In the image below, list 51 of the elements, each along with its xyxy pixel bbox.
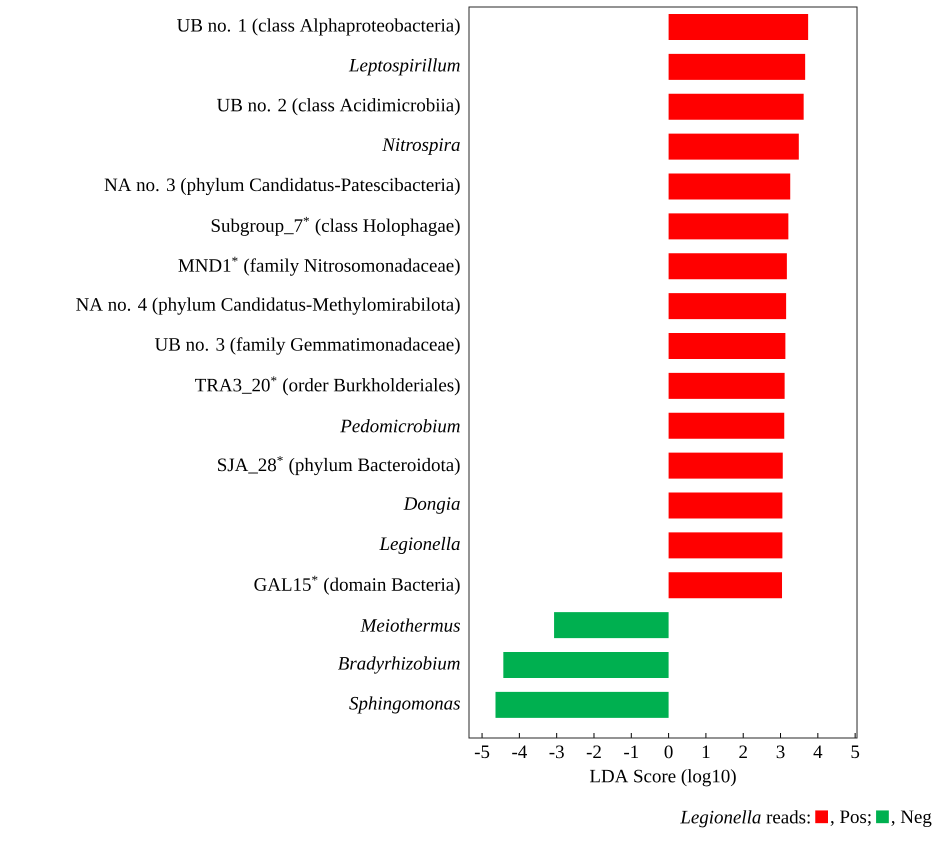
bar [503, 652, 669, 678]
legend-label: , Neg [892, 810, 932, 828]
y-tick-label: Nitrospira [382, 138, 460, 155]
y-tick-label: MND1$^{*}$ (family Nitrosomonadaceae) [178, 256, 460, 276]
bar [668, 134, 799, 160]
legend-title: Legionella reads: [680, 810, 810, 828]
bar [668, 293, 786, 320]
x-tick-label: 1 [702, 746, 710, 758]
y-tick-label: Meiothermus [360, 618, 460, 632]
x-tick-label: 3 [776, 746, 785, 758]
bar [495, 692, 669, 718]
bar [668, 54, 806, 80]
x-tick-label: -5 [474, 746, 490, 758]
x-tick-label: 2 [739, 746, 747, 758]
x-tick-label: 5 [852, 746, 860, 758]
bar [668, 492, 782, 519]
y-tick-label: Bradyrhizobium [338, 656, 460, 674]
bar [668, 412, 784, 439]
y-tick-label: NA no. 4 (phylum Candidatus-Methylomirabilota) [76, 298, 460, 315]
bar [668, 372, 785, 399]
bar [668, 572, 782, 598]
bar [668, 532, 782, 558]
y-tick-label: Dongia [403, 497, 460, 514]
y-tick-label: Sphingomonas [349, 696, 460, 714]
y-tick-label: SJA_28$^{*}$ (phylum Bacteroidota) [218, 456, 460, 476]
x-tick-label: -4 [512, 746, 527, 758]
x-axis-title: LDA Score (log10) [590, 769, 736, 786]
bar [668, 213, 788, 240]
y-tick-label: Pedomicrobium [340, 419, 460, 432]
x-tick-label: 4 [813, 746, 822, 758]
y-tick-label: NA no. 3 (phylum Candidatus-Patescibacteria) [104, 178, 460, 196]
y-tick-label: UB no. 3 (family Gemmatimonadaceae) [154, 337, 460, 355]
y-tick-label: Subgroup_7$^{*}$ (class Holophagae) [212, 216, 460, 236]
bar [668, 14, 808, 40]
y-tick-label: UB no. 2 (class Acidimicrobiia) [216, 98, 460, 116]
bar [668, 94, 804, 120]
legend-label: , Pos; [830, 810, 871, 826]
bar [668, 173, 790, 200]
x-tick-label: -2 [586, 746, 601, 758]
y-tick-label: TRA3_20$^{*}$ (order Burkholderiales) [195, 376, 460, 396]
bar [668, 253, 787, 280]
x-tick-label: 0 [664, 746, 673, 758]
y-tick-label: Legionella [379, 536, 460, 554]
x-tick-label: -3 [549, 746, 564, 758]
bar [554, 612, 669, 638]
y-tick-label: GAL15$^{*}$ (domain Bacteria) [254, 576, 460, 595]
x-tick-label: -1 [624, 746, 638, 758]
bar [668, 332, 786, 359]
y-tick-label: Leptospirillum [348, 58, 460, 76]
y-tick-label: UB no. 1 (class Alphaproteobacteria) [177, 18, 460, 36]
bar [668, 452, 783, 479]
